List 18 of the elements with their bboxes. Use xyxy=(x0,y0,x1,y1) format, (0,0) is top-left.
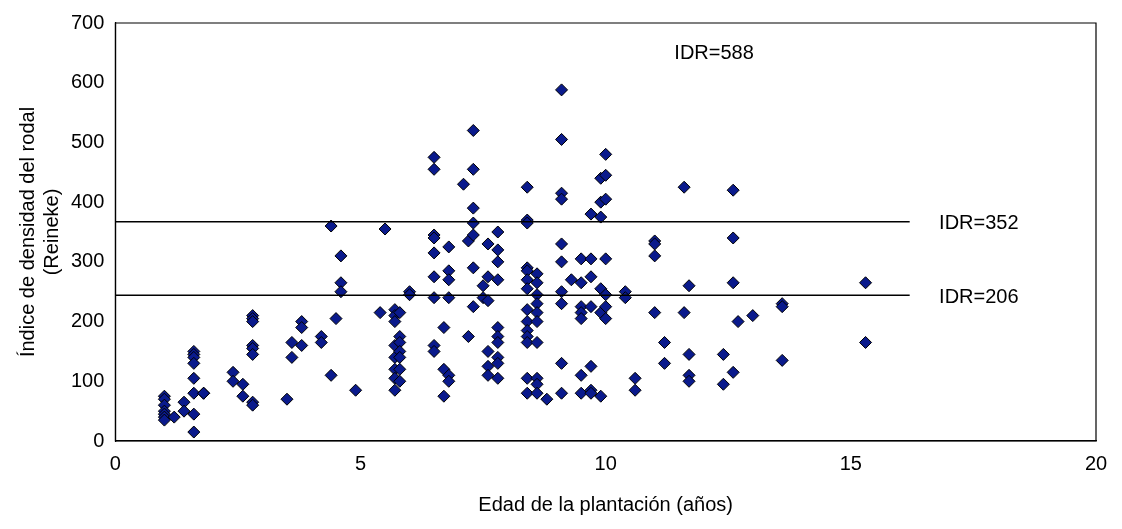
y-axis-title: Índice de densidad del rodal (Reineke) xyxy=(15,106,62,358)
annotation: IDR=206 xyxy=(939,284,1019,307)
y-tick-label: 200 xyxy=(70,309,105,332)
y-tick-label: 600 xyxy=(70,70,105,93)
y-tick-label: 100 xyxy=(70,368,105,391)
x-tick-label: 15 xyxy=(839,451,862,474)
annotation: IDR=588 xyxy=(674,40,754,63)
x-tick-label: 5 xyxy=(354,451,367,474)
x-axis-title: Edad de la plantación (años) xyxy=(478,492,733,515)
y-tick-label: 400 xyxy=(70,189,105,212)
annotation: IDR=352 xyxy=(939,211,1019,234)
y-tick-label: 700 xyxy=(70,10,105,33)
x-tick-label: 20 xyxy=(1084,451,1108,474)
x-tick-label: 10 xyxy=(594,451,617,474)
y-tick-label: 500 xyxy=(70,129,105,152)
x-tick-label: 0 xyxy=(109,451,121,474)
y-tick-label: 0 xyxy=(93,428,105,451)
y-tick-label: 300 xyxy=(70,249,105,272)
